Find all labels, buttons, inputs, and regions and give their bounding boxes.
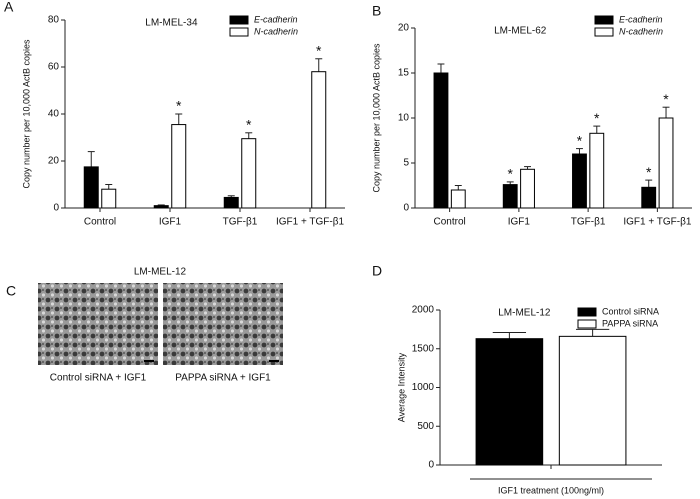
y-tick-label: 500 [417, 421, 434, 432]
x-tick-label: TGF-β1 [571, 217, 606, 228]
y-axis-label: Copy number per 10,000 ActB copies [21, 39, 31, 189]
bar [311, 71, 327, 209]
bar [171, 124, 187, 209]
panel-letter: D [372, 263, 382, 279]
y-tick-label: 5 [403, 158, 409, 169]
significance-mark: * [663, 91, 669, 107]
bar [572, 153, 587, 209]
panel-letter: C [6, 283, 16, 299]
micrograph [163, 283, 283, 365]
y-tick-label: 40 [48, 109, 60, 120]
y-tick-label: 2000 [412, 305, 435, 316]
x-tick-label: IGF1 + TGF-β1 [276, 217, 345, 228]
bar [520, 168, 535, 209]
panel-letter: B [372, 3, 381, 19]
significance-mark: * [646, 164, 652, 180]
bar [502, 184, 518, 209]
scale-bar [269, 360, 279, 362]
bar [450, 189, 466, 209]
y-tick-label: 0 [403, 203, 409, 214]
x-tick-label: IGF1 [508, 217, 531, 228]
bar [101, 188, 117, 209]
x-tick-label: IGF1 [159, 217, 182, 228]
panel-title: LM-MEL-12 [134, 267, 187, 278]
legend-swatch [594, 15, 614, 25]
significance-mark: * [577, 132, 583, 148]
y-tick-label: 20 [398, 23, 410, 34]
legend-swatch [594, 27, 614, 37]
y-tick-label: 20 [48, 156, 60, 167]
micrograph [38, 283, 158, 365]
y-tick-label: 1000 [412, 382, 435, 393]
bar [241, 138, 257, 209]
bar [589, 132, 605, 209]
significance-mark: * [246, 117, 252, 133]
legend-label: N-cadherin [619, 26, 663, 36]
y-tick-label: 1500 [412, 343, 435, 354]
legend-label: PAPPA siRNA [602, 318, 658, 328]
bar [658, 117, 674, 209]
x-tick-label: TGF-β1 [223, 217, 258, 228]
bar [153, 205, 169, 209]
legend-label: Control siRNA [602, 306, 659, 316]
y-tick-label: 60 [48, 62, 60, 73]
legend-swatch [577, 307, 597, 317]
y-tick-label: 10 [398, 113, 410, 124]
legend-swatch [577, 319, 597, 329]
image-caption: PAPPA siRNA + IGF1 [175, 373, 271, 384]
panel-letter: A [4, 0, 14, 15]
x-tick-label: Control [84, 217, 116, 228]
bar [558, 335, 627, 466]
legend-swatch [229, 15, 249, 25]
x-axis-label: IGF1 treatment (100ng/ml) [498, 485, 604, 495]
legend-label: E-cadherin [254, 14, 298, 24]
bar [475, 338, 544, 466]
significance-mark: * [594, 110, 600, 126]
scale-bar [144, 360, 154, 362]
bar [83, 166, 99, 209]
y-tick-label: 0 [53, 203, 59, 214]
chart-title: LM-MEL-34 [145, 18, 198, 29]
significance-mark: * [316, 42, 322, 58]
y-axis-label: Copy number per 10,000 ActB copies [371, 43, 381, 193]
bar [433, 72, 449, 209]
y-tick-label: 0 [428, 460, 434, 471]
chart-title: LM-MEL-12 [498, 308, 551, 319]
legend-swatch [229, 27, 249, 37]
significance-mark: * [176, 98, 182, 114]
significance-mark: * [507, 166, 513, 182]
chart-title: LM-MEL-62 [494, 26, 547, 37]
legend-label: E-cadherin [619, 14, 663, 24]
bar [641, 186, 657, 209]
y-tick-label: 80 [48, 15, 60, 26]
x-tick-label: IGF1 + TGF-β1 [623, 217, 692, 228]
image-caption: Control siRNA + IGF1 [50, 373, 147, 384]
bar [223, 196, 239, 209]
y-axis-label: Average Intensity [396, 352, 406, 422]
y-tick-label: 15 [398, 68, 410, 79]
x-tick-label: Control [434, 217, 466, 228]
legend-label: N-cadherin [254, 26, 298, 36]
